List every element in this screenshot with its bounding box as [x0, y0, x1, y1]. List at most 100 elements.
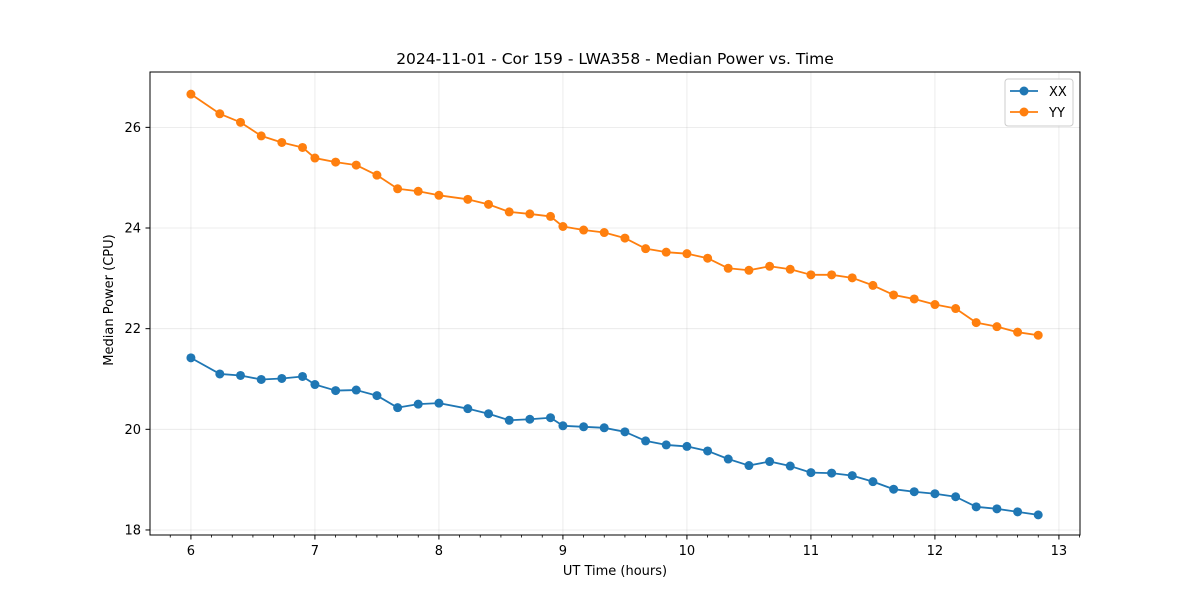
data-point-xx [310, 380, 320, 390]
plot-frame [149, 71, 1081, 536]
y-tick-label: 26 [124, 121, 141, 136]
data-point-xx [661, 440, 671, 450]
data-point-xx [847, 471, 857, 481]
data-point-yy [558, 222, 568, 232]
data-point-yy [599, 228, 609, 238]
data-point-yy [889, 290, 899, 300]
chart-title: 2024-11-01 - Cor 159 - LWA358 - Median P… [396, 50, 834, 68]
data-point-xx [827, 468, 837, 478]
data-point-yy [298, 142, 308, 152]
data-point-yy [785, 264, 795, 274]
data-point-xx [1013, 507, 1023, 517]
data-point-xx [723, 454, 733, 464]
data-point-yy [434, 190, 444, 200]
legend: XX YY [1004, 78, 1074, 127]
y-tick-label: 22 [124, 322, 141, 337]
data-point-yy [256, 131, 266, 141]
data-point-xx [703, 446, 713, 456]
data-point-yy [992, 322, 1002, 332]
data-point-yy [331, 157, 341, 167]
data-point-yy [236, 117, 246, 127]
data-point-xx [930, 489, 940, 499]
data-point-yy [723, 263, 733, 273]
data-point-yy [372, 170, 382, 180]
data-point-yy [579, 225, 589, 235]
data-point-yy [186, 89, 196, 99]
x-tick-label: 6 [187, 544, 195, 559]
data-point-xx [558, 421, 568, 431]
data-point-yy [744, 265, 754, 275]
data-point-xx [525, 414, 535, 424]
data-point-xx [236, 370, 246, 380]
data-point-yy [310, 153, 320, 163]
data-point-yy [703, 253, 713, 263]
data-point-xx [579, 422, 589, 432]
y-axis-label: Median Power (CPU) [102, 234, 117, 365]
data-point-yy [682, 249, 692, 259]
data-point-xx [620, 427, 630, 437]
data-point-yy [351, 160, 361, 170]
data-point-xx [372, 391, 382, 401]
data-point-xx [889, 484, 899, 494]
data-point-yy [1013, 327, 1023, 337]
data-point-xx [393, 403, 403, 413]
data-point-xx [546, 413, 556, 423]
data-point-xx [434, 398, 444, 408]
x-tick-label: 11 [803, 544, 820, 559]
data-point-yy [951, 304, 961, 314]
data-point-yy [847, 273, 857, 283]
data-point-xx [909, 487, 919, 497]
x-tick-label: 8 [435, 544, 443, 559]
data-point-yy [1033, 330, 1043, 340]
data-point-xx [504, 415, 514, 425]
data-point-xx [413, 399, 423, 409]
data-point-yy [546, 211, 556, 221]
data-point-xx [971, 502, 981, 512]
data-point-yy [971, 318, 981, 328]
y-tick-label: 20 [124, 423, 141, 438]
data-point-yy [463, 194, 473, 204]
y-tick-label: 18 [124, 523, 141, 538]
x-tick-label: 10 [679, 544, 696, 559]
data-point-xx [682, 441, 692, 451]
data-point-xx [298, 371, 308, 381]
data-point-xx [277, 373, 287, 383]
data-point-xx [599, 423, 609, 433]
data-point-yy [868, 280, 878, 290]
x-tick-label: 13 [1051, 544, 1068, 559]
data-point-yy [641, 244, 651, 254]
data-point-yy [215, 109, 225, 119]
data-point-xx [806, 468, 816, 478]
data-point-xx [351, 385, 361, 395]
x-tick-label: 7 [311, 544, 319, 559]
data-point-xx [215, 369, 225, 379]
data-point-yy [806, 270, 816, 280]
data-point-xx [951, 492, 961, 502]
data-point-yy [827, 270, 837, 280]
data-point-yy [930, 300, 940, 310]
data-point-yy [620, 233, 630, 243]
data-point-yy [525, 209, 535, 219]
data-point-xx [1033, 510, 1043, 520]
x-tick-label: 9 [559, 544, 567, 559]
data-point-xx [868, 477, 878, 487]
legend-xx-marker [1019, 86, 1029, 96]
data-point-yy [413, 186, 423, 196]
x-tick-label: 12 [927, 544, 944, 559]
data-point-xx [641, 436, 651, 446]
data-point-yy [484, 199, 494, 209]
data-point-xx [765, 457, 775, 467]
y-tick-label: 24 [124, 222, 141, 237]
series-layer [186, 89, 1043, 520]
data-point-yy [661, 247, 671, 257]
data-point-xx [484, 409, 494, 419]
legend-yy-label: YY [1048, 106, 1065, 121]
legend-xx-label: XX [1049, 85, 1067, 100]
x-axis-label: UT Time (hours) [563, 564, 667, 579]
data-point-yy [393, 184, 403, 194]
data-point-xx [744, 461, 754, 471]
data-point-xx [463, 404, 473, 414]
data-point-xx [331, 386, 341, 396]
legend-yy-marker [1019, 107, 1029, 117]
